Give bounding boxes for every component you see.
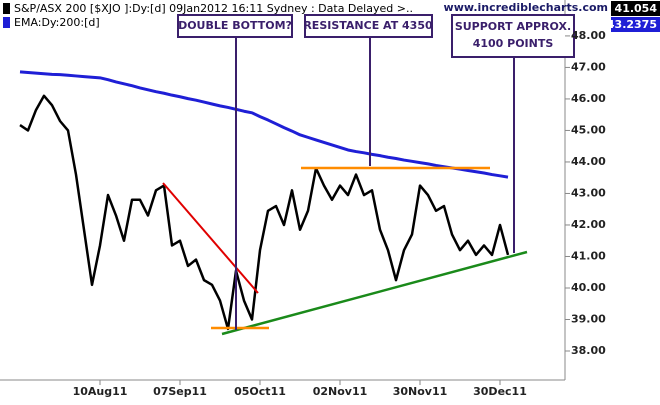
last-value: 41.054	[615, 2, 658, 15]
x-tick-label: 05Oct11	[234, 385, 286, 398]
y-tick-label: 39.00	[571, 313, 606, 326]
y-tick-label: 38.00	[571, 344, 606, 357]
legend-label: S&P/ASX 200 [$XJO ]:Dy:[d]	[14, 2, 166, 15]
support-line	[221, 250, 528, 336]
trend-line	[162, 182, 259, 294]
legend-label: EMA:Dy:200:[d]	[14, 16, 100, 29]
annotation: SUPPORT APPROX.	[455, 20, 571, 33]
legend-swatch	[3, 3, 10, 14]
y-tick-label: 48.00	[571, 29, 606, 42]
last-value-box	[611, 1, 660, 16]
y-tick-label: 43.00	[571, 186, 606, 199]
y-tick-label: 45.00	[571, 123, 606, 136]
last-value: 43.2375	[607, 18, 657, 31]
annotation-box	[451, 14, 575, 58]
x-tick-label: 02Nov11	[313, 385, 368, 398]
annotation: 4100 POINTS	[473, 37, 554, 50]
y-tick-label: 42.00	[571, 218, 606, 231]
series-line	[19, 94, 510, 331]
annotation: DOUBLE BOTTOM?	[178, 19, 292, 32]
y-tick-label: 40.00	[571, 281, 606, 294]
subtitle: 09Jan2012 16:11 Sydney : Data Delayed >.…	[169, 2, 413, 15]
annotation-box	[304, 14, 433, 38]
x-tick-label: 30Nov11	[393, 385, 448, 398]
x-tick-label: 10Aug11	[73, 385, 128, 398]
x-tick-label: 07Sep11	[153, 385, 207, 398]
last-value-box	[611, 17, 660, 32]
legend-label: S&P/ASX 200 [$XJO ]:Dy:[d] 09Jan2012 16:…	[14, 2, 413, 15]
series-line	[19, 70, 509, 179]
annotation-box	[177, 14, 293, 38]
legend-swatch	[3, 17, 10, 28]
y-tick-label: 47.00	[571, 60, 606, 73]
y-tick-label: 41.00	[571, 249, 606, 262]
source: www.incrediblecharts.com	[444, 1, 608, 14]
y-tick-label: 46.00	[571, 92, 606, 105]
x-tick-label: 30Dec11	[473, 385, 527, 398]
y-tick-label: 44.00	[571, 155, 606, 168]
annotation: RESISTANCE AT 4350	[303, 19, 433, 32]
